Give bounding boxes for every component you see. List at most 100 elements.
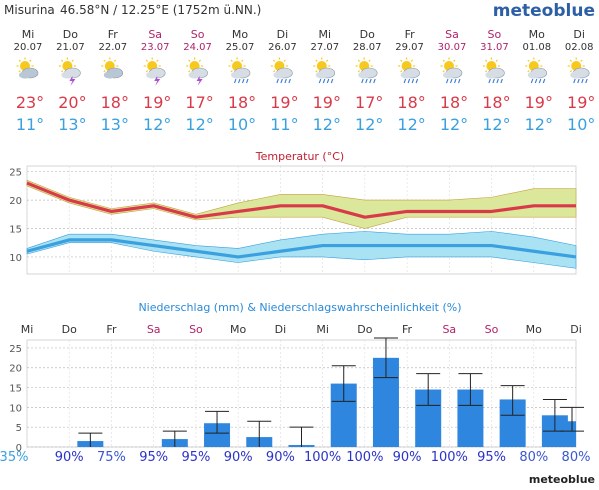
cloud-shape <box>400 71 413 79</box>
day-date: 20.07 <box>14 42 43 53</box>
rain-drop <box>573 78 576 84</box>
rain-drop <box>496 78 499 84</box>
temp-min: 10° <box>567 115 595 134</box>
sun-ray <box>103 70 106 73</box>
temp-max: 19° <box>143 93 171 112</box>
sun-ray <box>400 70 403 73</box>
rain-drop <box>326 78 330 84</box>
footer-brand[interactable]: meteoblue <box>529 473 595 486</box>
sun-ray <box>60 70 64 73</box>
x-day-label: Fr <box>402 323 413 336</box>
brand-logo[interactable]: meteoblue <box>493 1 595 21</box>
x-day-label: Fr <box>106 323 117 336</box>
day-name: Sa <box>445 28 459 41</box>
y-tick-label: 5 <box>16 423 22 434</box>
sun-ray <box>18 59 21 62</box>
temp-min: 13° <box>101 115 129 134</box>
day-name: So <box>488 28 502 41</box>
rain-drop <box>284 78 287 84</box>
rain-drop <box>411 78 415 84</box>
temp-min: 13° <box>58 115 86 134</box>
rain-drop <box>403 78 407 84</box>
rain-drop <box>415 78 419 84</box>
x-day-label: Mi <box>316 323 329 336</box>
cloud-shape <box>146 71 159 79</box>
temp-max: 19° <box>270 93 298 112</box>
rain-drop <box>237 78 241 84</box>
sun-ray <box>60 59 64 62</box>
temp-max: 18° <box>482 93 510 112</box>
location-coords: 46.58°N / 12.25°E (1752m ü.NN.) <box>60 3 261 17</box>
temp-min: 12° <box>440 115 468 134</box>
x-day-label: So <box>189 323 203 336</box>
x-day-label: Di <box>275 323 287 336</box>
temp-min: 12° <box>355 115 383 134</box>
rain-drop <box>407 78 411 84</box>
rain-drop <box>365 78 368 84</box>
temp-max: 19° <box>567 93 595 112</box>
rain-drop <box>585 78 588 84</box>
temp-min: 12° <box>482 115 510 134</box>
precip-probability: 100% <box>346 450 383 465</box>
x-day-label: Mo <box>230 323 246 336</box>
cloud-shape <box>527 71 540 79</box>
x-day-label: Mi <box>21 323 34 336</box>
sun-ray <box>580 59 583 62</box>
temp-max: 18° <box>101 93 129 112</box>
temp-max: 19° <box>313 93 341 112</box>
temp-max: 17° <box>185 93 213 112</box>
sun-ray <box>188 59 191 62</box>
precip-probability: 90% <box>55 450 84 465</box>
precip-probability: 90% <box>224 450 253 465</box>
precip-probability: 95% <box>139 450 168 465</box>
day-date: 26.07 <box>268 42 297 53</box>
day-date: 25.07 <box>226 42 255 53</box>
x-day-label: Sa <box>442 323 456 336</box>
cloud-shape <box>231 71 243 79</box>
rain-cloud-sun-icon <box>313 57 336 84</box>
rain-drop <box>445 78 449 84</box>
y-tick-label: 25 <box>9 168 22 179</box>
day-date: 30.07 <box>438 42 467 53</box>
rain-cloud-sun-icon <box>567 57 590 84</box>
temp-max: 18° <box>440 93 468 112</box>
temp-min: 12° <box>143 115 171 134</box>
sun-ray <box>71 59 74 62</box>
cloud-shape <box>485 71 498 79</box>
sun-ray <box>400 59 403 62</box>
precip-probability: 95% <box>181 450 210 465</box>
y-tick-label: 25 <box>9 344 22 355</box>
temp-max: 19° <box>525 93 553 112</box>
y-tick-label: 0 <box>16 443 22 454</box>
sun-ray <box>145 59 149 62</box>
x-day-label: Mo <box>526 323 542 336</box>
cloud-shape <box>443 71 455 79</box>
x-day-label: Sa <box>147 323 161 336</box>
precip-probability: 90% <box>393 450 422 465</box>
precip-probability: 75% <box>97 450 126 465</box>
lightning-shape <box>154 76 161 86</box>
day-name: Fr <box>108 28 119 41</box>
rain-drop <box>581 78 584 84</box>
day-name: Sa <box>148 28 162 41</box>
x-day-label: Do <box>357 323 372 336</box>
lightning-shape <box>69 76 76 86</box>
y-tick-label: 10 <box>9 403 22 414</box>
day-date: 28.07 <box>353 42 382 53</box>
sun-ray <box>357 70 361 73</box>
rain-drop <box>369 78 372 84</box>
day-columns: Mi20.0723°11°Do21.0720°13°Fr22.0718°13°S… <box>14 28 596 134</box>
day-date: 27.07 <box>310 42 339 53</box>
thunder-cloud-sun-icon <box>58 57 81 86</box>
sun-ray <box>188 70 191 73</box>
sun-ray <box>113 59 117 62</box>
sun-ray <box>29 59 32 62</box>
day-date: 01.08 <box>522 42 551 53</box>
sun-ray <box>368 59 371 62</box>
sun-ray <box>145 70 149 73</box>
temperature-chart: 10 15 20 25 <box>9 165 577 275</box>
cloud-shape <box>188 71 201 79</box>
cloud-shape <box>315 71 328 79</box>
tmin-line <box>26 238 577 259</box>
temp-min: 11° <box>16 115 44 134</box>
